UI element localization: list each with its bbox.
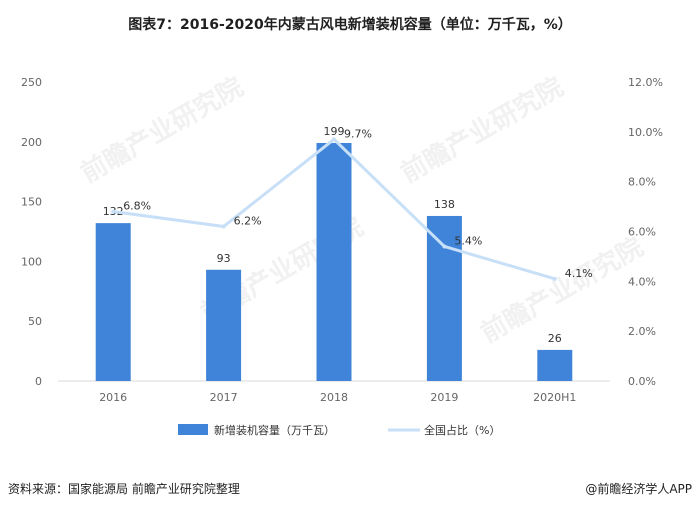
brand-credit: @前瞻经济学人APP bbox=[585, 482, 692, 496]
line-value-label: 6.8% bbox=[123, 200, 151, 213]
line-point bbox=[442, 244, 447, 249]
bar bbox=[537, 349, 573, 381]
bar bbox=[95, 223, 131, 381]
line-value-label: 5.4% bbox=[454, 234, 482, 247]
bar bbox=[426, 215, 462, 381]
x-tick-label: 2020H1 bbox=[533, 391, 576, 404]
y-right-tick-label: 6.0% bbox=[628, 226, 656, 239]
line-point bbox=[332, 137, 336, 142]
line-point bbox=[552, 276, 557, 281]
bar-value-label: 93 bbox=[217, 252, 231, 265]
y-left-tick-label: 50 bbox=[28, 315, 42, 328]
legend-line-label: 全国占比（%） bbox=[424, 423, 500, 437]
y-left-tick-label: 150 bbox=[21, 196, 42, 209]
y-right-tick-label: 12.0% bbox=[628, 76, 663, 89]
y-left-tick-label: 250 bbox=[21, 76, 42, 89]
line-point bbox=[221, 224, 226, 229]
bar-value-label: 199 bbox=[324, 125, 345, 138]
y-right-tick-label: 4.0% bbox=[628, 275, 656, 288]
source-note: 资料来源：国家能源局 前瞻产业研究院整理 bbox=[8, 482, 240, 496]
y-right-tick-label: 2.0% bbox=[628, 325, 656, 338]
y-right-tick-label: 8.0% bbox=[628, 176, 656, 189]
bar bbox=[206, 269, 242, 381]
x-tick-label: 2017 bbox=[210, 391, 238, 404]
y-right-tick-label: 10.0% bbox=[628, 126, 663, 139]
line-point bbox=[111, 209, 116, 214]
x-tick-label: 2016 bbox=[99, 391, 127, 404]
y-left-tick-label: 100 bbox=[21, 255, 42, 268]
legend-bar-swatch bbox=[178, 424, 208, 435]
y-left-tick-label: 200 bbox=[21, 136, 42, 149]
line-value-label: 6.2% bbox=[234, 215, 262, 228]
x-tick-label: 2019 bbox=[430, 391, 458, 404]
bar-value-label: 26 bbox=[548, 332, 562, 345]
chart-title: 图表7：2016-2020年内蒙古风电新增装机容量（单位：万千瓦，%） bbox=[128, 17, 572, 33]
legend-bar-label: 新增装机容量（万千瓦） bbox=[214, 423, 335, 437]
bar bbox=[316, 142, 352, 381]
line-value-label: 9.7% bbox=[344, 127, 372, 140]
chart-plot-area: 0 50 100 150 200 250 0.0% 2.0% 4.0% 6.0% 8.0% 10.0%… bbox=[21, 76, 663, 437]
y-left-tick-label: 0 bbox=[35, 375, 42, 388]
x-tick-label: 2018 bbox=[320, 391, 348, 404]
bar-value-label: 138 bbox=[434, 198, 455, 211]
y-right-tick-label: 0.0% bbox=[628, 375, 656, 388]
line-value-label: 4.1% bbox=[565, 267, 593, 280]
